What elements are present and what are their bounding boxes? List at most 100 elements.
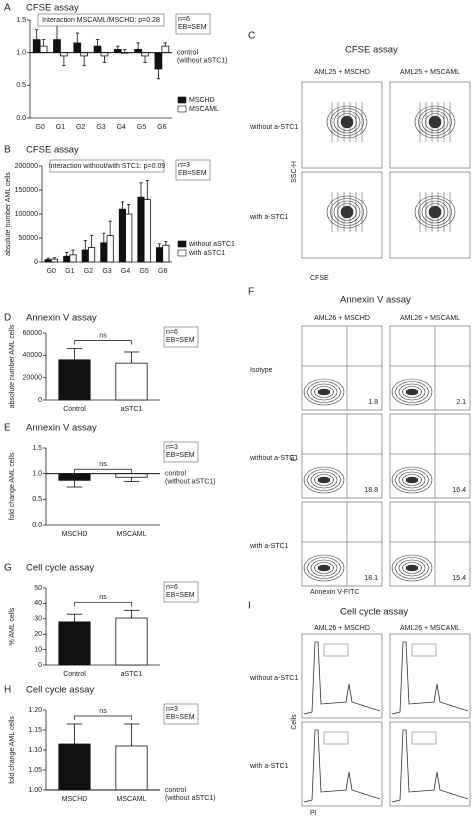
contour [317,564,331,572]
bar [73,42,82,54]
note: n=3 [166,706,178,713]
y-tick-label: 20000 [23,375,43,382]
gate-box [323,643,349,657]
y-tick-label: 0.5 [32,496,42,503]
y-tick-label: 1.10 [28,747,42,754]
error-bar [71,249,75,255]
error-bar [66,723,83,744]
y-tick-label: 1.0 [16,50,26,57]
legend-swatch [177,96,187,104]
y-tick-label: 50 [34,585,42,592]
histogram [391,641,469,715]
y-tick-label: 100000 [15,211,38,218]
contour [418,108,452,136]
column-label: AML25 + MSCAML [400,69,460,76]
x-tick-label: MSCHD [62,796,88,803]
y-tick-label: 1.15 [28,727,42,734]
x-tick-label: G4 [121,268,130,275]
error-bar [82,55,86,67]
significance-bracket [74,601,132,607]
error-bar [123,351,140,364]
chart-title: Cell cycle assay [26,685,94,696]
annotation-box [49,159,165,173]
flow-plot [389,633,471,719]
x-tick-label: G3 [102,268,111,275]
bar [50,258,58,263]
contour [418,198,452,226]
bar [53,39,61,54]
bar [88,247,96,263]
significance-label: ns [99,332,107,339]
flow-plot [389,501,471,587]
y-tick-label: 0 [38,662,42,669]
panel-letter: A [4,3,11,14]
note: n=6 [166,584,178,591]
contour [317,388,331,396]
error-bar [34,29,39,40]
reference-label: (without aSTC1) [177,58,228,65]
contour [310,383,338,401]
contour [340,205,354,219]
error-bar [120,201,124,210]
row-label: without a-STC1 [249,675,298,682]
contour [395,557,429,579]
x-tick-label: G5 [139,268,148,275]
error-bar [90,235,94,248]
legend-swatch [177,249,187,257]
histogram [391,729,469,803]
legend-label: with aSTC1 [188,250,225,257]
error-bar [123,609,140,619]
x-tick-label: G3 [96,124,105,131]
y-tick-label: 1.20 [28,707,42,714]
x-tick-label: G0 [35,124,44,131]
error-bar [62,55,66,67]
contour [307,381,341,403]
note-box [163,441,199,463]
contour [398,383,426,401]
note: n=6 [166,329,178,336]
legend-label: without aSTC1 [188,241,235,248]
contour [425,113,445,131]
flow-plot [301,501,383,587]
contour [428,205,442,219]
y-tick-label: 50000 [19,235,39,242]
panel-letter: B [4,145,11,156]
note: EB=SEM [166,592,195,599]
contour [333,200,361,224]
significance-bracket [74,468,132,474]
note: EB=SEM [166,452,195,459]
y-axis-label: SSC-H [291,161,298,183]
bar [137,196,145,263]
chart-title: CFSE assay [26,3,79,14]
x-tick-label: G1 [65,268,74,275]
contour [340,115,354,129]
note: n=3 [166,444,178,451]
bar [125,213,133,263]
bar [58,743,91,791]
plot-frame [389,413,471,499]
row-label: with a-STC1 [249,214,289,221]
flow-plot [301,325,383,411]
panel-letter: D [4,313,11,324]
x-tick-label: aSTC1 [121,406,143,413]
y-tick-label: 0 [38,397,42,404]
x-tick-label: G6 [157,124,166,131]
panel-letter: C [248,31,255,42]
error-bar [127,203,131,214]
annotation-box [37,13,165,27]
histogram [303,641,381,715]
bar [161,45,170,54]
contour [330,108,364,136]
contour [421,110,449,134]
note: n=3 [178,162,190,169]
y-tick-label: 200000 [15,163,38,170]
row-label: without a-STC1 [249,455,298,462]
x-tick-label: G5 [137,124,146,131]
note-box [163,581,199,603]
contour [402,474,422,486]
contour [398,471,426,489]
bar [58,473,91,481]
legend-swatch [177,105,187,113]
x-axis-label: Annexin V-FITC [310,589,359,596]
error-bar [41,39,46,47]
